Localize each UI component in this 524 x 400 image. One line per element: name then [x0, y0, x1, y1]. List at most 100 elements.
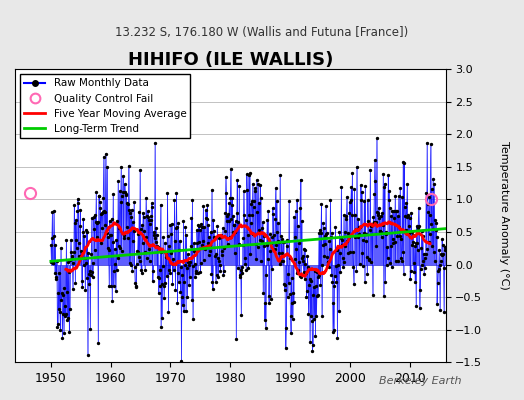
Point — [407, 268, 415, 274]
Point — [352, 268, 361, 274]
Point — [425, 194, 433, 200]
Point — [176, 288, 184, 295]
Point — [102, 228, 111, 235]
Point — [124, 201, 132, 208]
Point — [286, 290, 294, 297]
Point — [424, 239, 433, 246]
Point — [316, 282, 325, 288]
Point — [64, 269, 73, 276]
Point — [394, 258, 402, 264]
Point — [53, 258, 61, 264]
Point — [116, 199, 125, 205]
Point — [357, 189, 366, 195]
Point — [379, 170, 387, 177]
Point — [315, 272, 324, 278]
Point — [122, 191, 130, 198]
Point — [137, 267, 145, 273]
Point — [244, 232, 252, 238]
Point — [418, 228, 426, 234]
Point — [248, 212, 256, 218]
Point — [83, 228, 92, 235]
Point — [124, 162, 133, 169]
Point — [345, 234, 353, 240]
Point — [190, 240, 198, 246]
Point — [101, 222, 110, 228]
Point — [75, 240, 83, 246]
Point — [208, 187, 216, 193]
Point — [179, 217, 188, 224]
Point — [293, 197, 301, 203]
Point — [189, 316, 197, 322]
Point — [367, 221, 376, 227]
Point — [135, 257, 144, 264]
Point — [275, 250, 283, 256]
Point — [270, 232, 278, 238]
Point — [172, 190, 181, 197]
Point — [312, 313, 321, 320]
Point — [58, 290, 66, 296]
Point — [347, 212, 356, 218]
Point — [203, 202, 212, 208]
Point — [167, 249, 175, 256]
Point — [194, 222, 203, 229]
Point — [84, 271, 93, 277]
Point — [82, 227, 91, 233]
Point — [342, 213, 350, 219]
Point — [111, 246, 119, 252]
Point — [401, 213, 409, 219]
Point — [370, 157, 379, 163]
Point — [177, 358, 185, 364]
Point — [412, 302, 420, 309]
Point — [433, 301, 441, 308]
Point — [241, 254, 249, 261]
Point — [331, 272, 339, 279]
Point — [271, 185, 280, 191]
Point — [349, 264, 357, 270]
Point — [358, 263, 367, 269]
Point — [292, 270, 301, 276]
Point — [380, 184, 388, 190]
Point — [290, 214, 298, 220]
Point — [69, 260, 78, 266]
Point — [285, 280, 293, 286]
Point — [291, 256, 299, 262]
Point — [326, 246, 334, 252]
Point — [287, 274, 296, 281]
Point — [62, 310, 70, 317]
Point — [53, 321, 62, 327]
Point — [327, 272, 335, 278]
Point — [364, 218, 373, 224]
Point — [50, 208, 58, 214]
Point — [360, 198, 368, 205]
Point — [185, 282, 193, 288]
Point — [51, 270, 59, 276]
Point — [409, 232, 417, 238]
Point — [302, 294, 311, 300]
Point — [332, 279, 341, 285]
Point — [387, 242, 395, 249]
Point — [284, 271, 292, 278]
Point — [119, 232, 128, 238]
Point — [212, 279, 220, 286]
Point — [268, 205, 277, 212]
Point — [158, 281, 167, 287]
Point — [440, 308, 448, 315]
Point — [182, 232, 191, 238]
Point — [336, 269, 345, 275]
Point — [159, 234, 167, 240]
Point — [368, 292, 377, 298]
Point — [141, 266, 149, 273]
Point — [311, 333, 320, 339]
Point — [351, 234, 359, 240]
Point — [144, 246, 152, 252]
Point — [376, 228, 384, 234]
Point — [227, 202, 236, 208]
Point — [225, 218, 233, 224]
Point — [227, 215, 235, 222]
Point — [60, 330, 68, 336]
Point — [356, 223, 365, 230]
Point — [283, 237, 291, 244]
Point — [253, 208, 261, 215]
Point — [398, 248, 407, 255]
Point — [63, 289, 71, 295]
